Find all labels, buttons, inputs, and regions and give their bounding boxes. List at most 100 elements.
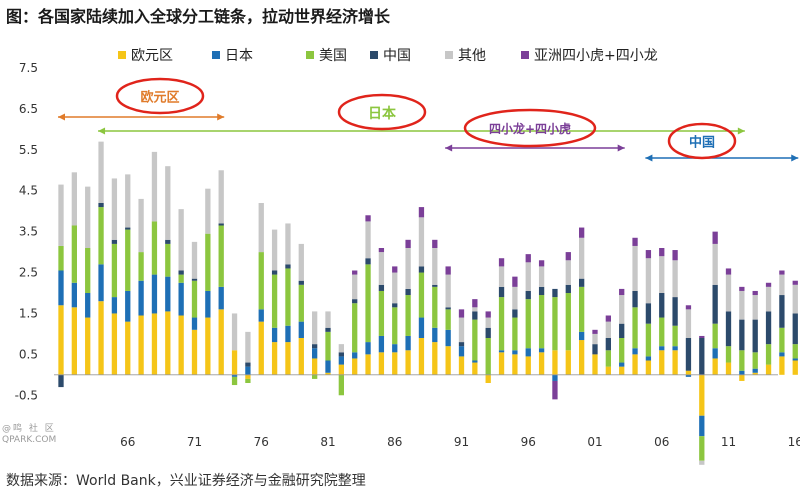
y-tick-label-3: 4.5 bbox=[19, 184, 38, 198]
bar-1997-series-4 bbox=[538, 266, 545, 287]
bar-2016-series-4 bbox=[792, 284, 798, 314]
bar-1994-series-5 bbox=[498, 258, 505, 267]
bar-2007-series-1 bbox=[672, 346, 678, 351]
bar-1985-series-1 bbox=[378, 335, 385, 353]
bar-1999-series-4 bbox=[565, 260, 571, 285]
bar-1971-series-3 bbox=[191, 278, 198, 281]
bar-2016-series-2 bbox=[792, 344, 798, 359]
bar-2015-series-0 bbox=[779, 356, 785, 375]
annotation-label-1: 日本 bbox=[368, 105, 397, 122]
bar-2006-series-0 bbox=[659, 350, 665, 375]
bar-1980-series-1 bbox=[312, 348, 318, 359]
bar-1962-series-2 bbox=[71, 225, 77, 283]
bar-2012-series-2 bbox=[739, 350, 745, 371]
bar-1986-series-4 bbox=[392, 272, 398, 304]
bar-1979-series-3 bbox=[298, 280, 304, 285]
x-axis: 66 71 76 81 86 91 96 01 06 11 16 bbox=[54, 374, 800, 449]
bar-2003-series-0 bbox=[619, 366, 625, 375]
x-tick-label-91: 91 bbox=[454, 435, 469, 449]
bar-2001-series-5 bbox=[592, 329, 598, 334]
bar-1964-series-3 bbox=[98, 203, 104, 208]
bar-2016-series-3 bbox=[792, 313, 798, 345]
bar-2016-series-1 bbox=[792, 358, 798, 361]
legend-swatch-5 bbox=[521, 51, 529, 59]
bar-1984-series-5 bbox=[365, 215, 371, 222]
bar-1979-series-0 bbox=[298, 338, 304, 375]
bar-1962-series-1 bbox=[71, 282, 77, 308]
bar-2011-series-3 bbox=[725, 311, 732, 347]
bar-2013-series-5 bbox=[752, 290, 758, 296]
bar-1963-series-0 bbox=[85, 317, 91, 375]
bar-1980-series-2 bbox=[312, 374, 318, 379]
bar-1978-series-1 bbox=[285, 325, 291, 343]
bar-1998-series-1 bbox=[552, 374, 558, 381]
bar-1983-series-4 bbox=[352, 274, 358, 300]
bar-1982-series-2 bbox=[338, 374, 344, 396]
bar-1968-series-2 bbox=[151, 221, 158, 275]
bar-1966-series-0 bbox=[125, 321, 131, 375]
bar-1971-series-0 bbox=[191, 329, 198, 375]
y-tick-label-5: 2.5 bbox=[19, 266, 38, 280]
legend-label-5: 亚洲四小虎+四小龙 bbox=[534, 48, 658, 64]
bar-2003-series-5 bbox=[619, 288, 625, 296]
bar-1983-series-0 bbox=[352, 358, 358, 375]
x-tick-label-86: 86 bbox=[387, 435, 402, 449]
bar-2009-series-2 bbox=[699, 436, 705, 461]
bar-2006-series-3 bbox=[659, 293, 665, 318]
bar-1969-series-4 bbox=[165, 166, 171, 240]
x-tick-label-96: 96 bbox=[521, 435, 536, 449]
bar-1988-series-2 bbox=[418, 272, 425, 318]
bar-2004-series-4 bbox=[632, 245, 638, 291]
bar-2009-series-0 bbox=[699, 374, 705, 416]
bar-2000-series-2 bbox=[579, 286, 585, 332]
bar-1999-series-3 bbox=[565, 284, 571, 293]
bar-1974-series-1 bbox=[231, 374, 238, 377]
bar-2002-series-4 bbox=[605, 321, 611, 338]
bar-1984-series-4 bbox=[365, 221, 371, 259]
bar-1982-series-1 bbox=[338, 356, 344, 365]
bar-2007-series-3 bbox=[672, 297, 678, 326]
bar-1977-series-0 bbox=[271, 342, 278, 375]
bar-1965-series-1 bbox=[111, 297, 118, 314]
bar-2012-series-5 bbox=[739, 286, 745, 291]
annotation-arrowhead-left-0 bbox=[58, 113, 65, 121]
bar-1978-series-0 bbox=[285, 342, 291, 375]
bar-1994-series-2 bbox=[498, 297, 505, 351]
bar-1973-series-2 bbox=[218, 225, 224, 287]
bar-2010-series-3 bbox=[712, 284, 718, 324]
bar-1988-series-4 bbox=[418, 217, 425, 267]
bar-1971-series-2 bbox=[191, 280, 198, 318]
bar-1961-series-4 bbox=[58, 184, 64, 246]
bar-2009-series-4 bbox=[699, 460, 705, 465]
bar-1987-series-5 bbox=[405, 239, 411, 248]
bar-1988-series-3 bbox=[418, 266, 425, 273]
bar-1966-series-4 bbox=[125, 174, 131, 228]
bar-1965-series-0 bbox=[111, 313, 118, 375]
bar-2002-series-0 bbox=[605, 366, 611, 375]
bar-1991-series-1 bbox=[458, 346, 465, 357]
bar-1980-series-3 bbox=[312, 344, 318, 349]
bar-2010-series-2 bbox=[712, 323, 718, 349]
legend-label-0: 欧元区 bbox=[131, 48, 173, 64]
annotation-arrowhead-right-2 bbox=[617, 144, 625, 152]
bar-1976-series-4 bbox=[258, 203, 264, 253]
bar-1971-series-1 bbox=[191, 317, 198, 330]
bar-1999-series-5 bbox=[565, 252, 571, 261]
bar-1974-series-4 bbox=[231, 313, 238, 351]
x-tick-label-81: 81 bbox=[320, 435, 335, 449]
legend-label-4: 其他 bbox=[458, 48, 486, 64]
bar-2000-series-1 bbox=[579, 331, 585, 341]
bar-1999-series-2 bbox=[565, 293, 571, 351]
bar-2005-series-1 bbox=[645, 356, 652, 361]
bar-1986-series-0 bbox=[392, 352, 398, 375]
bar-2013-series-2 bbox=[752, 352, 758, 369]
legend-swatch-2 bbox=[306, 51, 314, 59]
bar-1970-series-3 bbox=[178, 270, 184, 275]
bar-1973-series-0 bbox=[218, 309, 224, 375]
bar-2015-series-4 bbox=[779, 274, 785, 296]
bar-2013-series-4 bbox=[752, 295, 758, 320]
bar-1989-series-0 bbox=[432, 342, 438, 375]
x-tick-label-66: 66 bbox=[120, 435, 135, 449]
bar-1988-series-5 bbox=[418, 207, 425, 218]
bar-1965-series-4 bbox=[111, 178, 118, 240]
